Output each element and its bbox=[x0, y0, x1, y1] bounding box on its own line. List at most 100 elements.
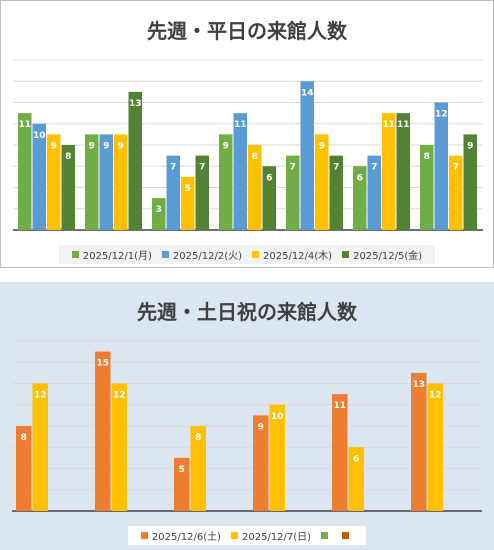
data-label: 8 bbox=[195, 433, 201, 443]
data-label: 5 bbox=[179, 465, 185, 475]
bar-1-s1-c0 bbox=[32, 123, 46, 230]
data-label: 8 bbox=[252, 152, 258, 162]
data-label: 7 bbox=[199, 163, 205, 173]
data-label: 11 bbox=[382, 120, 395, 130]
bar-1-s1-c3 bbox=[233, 113, 247, 230]
bar-1-s0-c4 bbox=[286, 155, 300, 230]
legend-swatch bbox=[342, 251, 350, 258]
legend-item: 2025/12/6(土) bbox=[140, 528, 221, 543]
data-label: 11 bbox=[333, 401, 346, 411]
legend-swatch bbox=[161, 251, 169, 258]
data-label: 10 bbox=[271, 412, 284, 422]
legend-swatch bbox=[342, 532, 350, 539]
bar-1-s3-c0 bbox=[61, 145, 75, 230]
legend-swatch bbox=[231, 532, 238, 539]
data-label: 6 bbox=[353, 454, 359, 464]
data-label: 11 bbox=[234, 120, 247, 130]
data-label: 13 bbox=[412, 380, 425, 390]
legend-swatch bbox=[252, 251, 259, 258]
bar-1-s3-c2 bbox=[195, 155, 209, 230]
data-label: 7 bbox=[333, 163, 339, 173]
bar-2-s1-c1 bbox=[111, 383, 127, 511]
legend-item: 2025/12/4(木) bbox=[252, 247, 332, 262]
data-label: 7 bbox=[371, 163, 377, 173]
weekend-legend: 2025/12/6(土) 2025/12/7(日) bbox=[0, 526, 494, 545]
bar-1-s2-c2 bbox=[181, 176, 195, 230]
data-label: 12 bbox=[429, 391, 442, 401]
bar-1-s1-c6 bbox=[434, 102, 448, 230]
bar-2-s0-c3 bbox=[253, 415, 269, 511]
data-label: 9 bbox=[319, 141, 325, 151]
data-label: 8 bbox=[65, 152, 71, 162]
data-label: 9 bbox=[51, 141, 57, 151]
data-label: 8 bbox=[424, 152, 430, 162]
bar-2-s0-c0 bbox=[16, 426, 32, 511]
weekend-chart: 先週・土日祝の来館人数 8 12 15 12 5 8 9 10 11 6 13 12 2025/12/… bbox=[0, 282, 494, 550]
legend-item: 2025/12/7(日) bbox=[231, 528, 311, 543]
bar-2-s0-c5 bbox=[411, 372, 427, 511]
bar-1-s2-c0 bbox=[47, 134, 61, 230]
bar-1-s0-c1 bbox=[85, 134, 99, 230]
data-label: 9 bbox=[258, 422, 264, 432]
data-label: 9 bbox=[223, 141, 229, 151]
bar-2-s1-c5 bbox=[427, 383, 443, 511]
bar-2-s0-c4 bbox=[332, 394, 348, 511]
bar-1-s2-c1 bbox=[114, 134, 128, 230]
bar-1-s2-c6 bbox=[449, 155, 463, 230]
bar-1-s1-c1 bbox=[99, 134, 113, 230]
bar-2-s1-c0 bbox=[32, 383, 48, 511]
weekday-legend: 2025/12/1(月) 2025/12/2(火) 2025/12/4(木) 2025… bbox=[1, 245, 493, 264]
data-label: 11 bbox=[397, 120, 410, 130]
legend-swatch bbox=[71, 251, 79, 258]
data-label: 9 bbox=[118, 141, 124, 151]
data-label: 14 bbox=[301, 88, 314, 98]
legend-item bbox=[321, 530, 332, 542]
data-label: 11 bbox=[18, 120, 31, 130]
data-label: 5 bbox=[185, 184, 191, 194]
bar-2-s0-c2 bbox=[174, 457, 190, 511]
data-label: 9 bbox=[89, 141, 95, 151]
data-label: 9 bbox=[467, 141, 473, 151]
data-label: 12 bbox=[34, 391, 47, 401]
legend-label: 2025/12/6(土) bbox=[151, 532, 221, 543]
bar-2-s1-c3 bbox=[269, 404, 285, 511]
bar-1-s0-c3 bbox=[219, 134, 233, 230]
legend-swatch bbox=[140, 532, 148, 539]
data-label: 8 bbox=[21, 433, 27, 443]
chart-title-weekend: 先週・土日祝の来館人数 bbox=[137, 300, 357, 324]
data-label: 12 bbox=[113, 391, 126, 401]
bar-1-s0-c2 bbox=[152, 198, 166, 230]
legend-item: 2025/12/1(月) bbox=[71, 247, 152, 262]
bar-1-s3-c3 bbox=[262, 166, 276, 230]
bar-1-s3-c1 bbox=[128, 91, 142, 230]
bar-1-s2-c3 bbox=[248, 145, 262, 230]
chart-title-weekday: 先週・平日の来館人数 bbox=[147, 19, 347, 43]
bar-1-s3-c5 bbox=[396, 113, 410, 230]
bar-1-s0-c0 bbox=[18, 113, 32, 230]
data-label: 7 bbox=[453, 163, 459, 173]
bar-1-s2-c5 bbox=[382, 113, 396, 230]
legend-label: 2025/12/2(火) bbox=[172, 251, 242, 262]
bar-2-s0-c1 bbox=[95, 351, 111, 511]
legend-label: 2025/12/7(日) bbox=[242, 532, 312, 543]
legend-item bbox=[342, 530, 353, 542]
bar-1-s0-c6 bbox=[420, 145, 434, 230]
bar-1-s3-c4 bbox=[329, 155, 343, 230]
bar-1-s1-c4 bbox=[300, 81, 314, 230]
data-label: 3 bbox=[156, 205, 162, 215]
bar-1-s0-c5 bbox=[353, 166, 367, 230]
weekday-chart: 先週・平日の来館人数 11 10 9 8 9 9 9 13 3 7 5 7 9 11 8 6 7 14 9 7 6 7 11… bbox=[0, 0, 494, 268]
bar-2-s1-c2 bbox=[190, 426, 206, 511]
data-label: 13 bbox=[129, 99, 142, 109]
legend-label: 2025/12/4(木) bbox=[263, 251, 333, 262]
data-label: 7 bbox=[170, 163, 176, 173]
bar-1-s1-c2 bbox=[166, 155, 180, 230]
data-label: 6 bbox=[266, 173, 272, 183]
bar-1-s2-c4 bbox=[315, 134, 329, 230]
bar-1-s3-c6 bbox=[463, 134, 477, 230]
bar-2-s1-c4 bbox=[348, 447, 364, 511]
legend-label: 2025/12/1(月) bbox=[82, 251, 152, 262]
weekend-plot: 8 12 15 12 5 8 9 10 11 6 13 12 bbox=[12, 340, 482, 512]
data-label: 10 bbox=[33, 131, 46, 141]
